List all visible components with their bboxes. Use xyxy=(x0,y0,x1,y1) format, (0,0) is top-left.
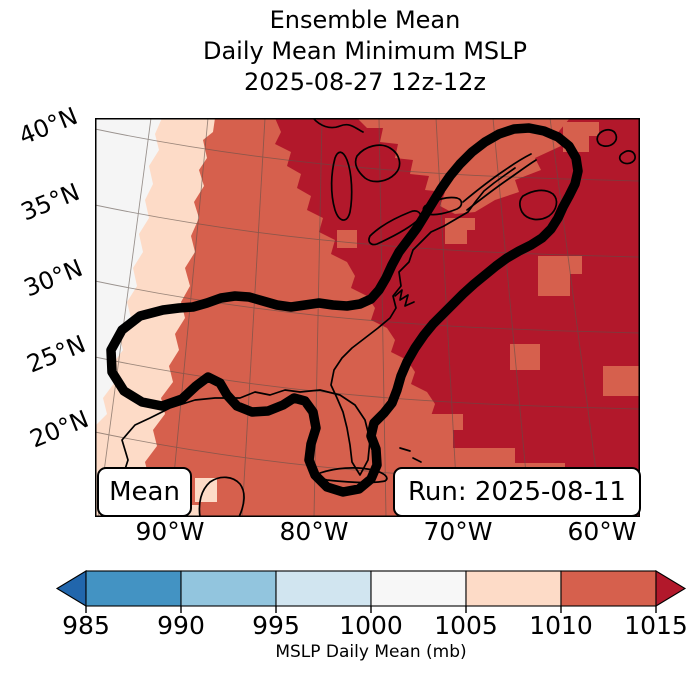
map-svg xyxy=(95,118,640,517)
field-patch xyxy=(337,230,357,248)
lat-tick-20n: 20°N xyxy=(25,404,93,454)
colorbar-arrow-right xyxy=(655,570,687,607)
run-date-box: Run: 2025-08-11 xyxy=(393,467,641,517)
colorbar-seg-1005-1010 xyxy=(465,570,562,607)
colorbar-axis-label: MSLP Daily Mean (mb) xyxy=(275,642,467,662)
gridline-lon-95w xyxy=(97,118,152,517)
coast-lake-michigan xyxy=(330,151,353,221)
figure-title: Ensemble Mean Daily Mean Minimum MSLP 20… xyxy=(40,5,688,98)
cbar-tick-995: 995 xyxy=(252,611,300,640)
lat-tick-35n: 35°N xyxy=(16,177,84,227)
gridline-lon-85w xyxy=(241,118,266,517)
colorbar-svg xyxy=(55,570,687,613)
gridline-lat-40n xyxy=(95,128,640,182)
gridline-lon-80w xyxy=(313,118,323,517)
cbar-tick-1010: 1010 xyxy=(529,611,593,640)
lat-tick-30n: 30°N xyxy=(19,253,87,303)
colorbar-arrow-left xyxy=(55,570,87,607)
run-date-label: Run: 2025-08-11 xyxy=(408,477,626,507)
coast-chesapeake-detail xyxy=(394,289,415,307)
coast-lake-superior xyxy=(312,118,364,133)
gridline-lon-75w xyxy=(378,118,387,517)
colorbar-seg-1000-1005 xyxy=(370,570,467,607)
coast-yucatan xyxy=(198,476,245,517)
statistic-label: Mean xyxy=(109,477,180,507)
map-border xyxy=(95,118,640,517)
coast-gulf-eastcoast xyxy=(114,167,516,517)
ensemble-contour xyxy=(106,123,583,497)
colorbar-seg-990-995 xyxy=(180,570,277,607)
title-line-1: Ensemble Mean xyxy=(269,6,461,34)
graticule xyxy=(95,118,640,517)
cbar-tick-990: 990 xyxy=(157,611,205,640)
coast-st-lawrence xyxy=(462,153,532,203)
title-line-2: Daily Mean Minimum MSLP xyxy=(202,37,527,65)
coast-cape-breton xyxy=(618,150,636,165)
gridline-lon-65w xyxy=(492,118,531,517)
coast-st-lawrence-north xyxy=(466,159,537,211)
gridline-lat-35n xyxy=(95,204,640,258)
gridline-lon-60w xyxy=(549,118,603,517)
colorbar-seg-1010-1015 xyxy=(560,570,657,607)
coast-newfoundland xyxy=(596,129,618,147)
field-patch xyxy=(445,218,475,244)
colorbar-ticks xyxy=(85,606,657,613)
cbar-tick-1015: 1015 xyxy=(624,611,688,640)
field-patch xyxy=(603,366,640,396)
cbar-tick-1005: 1005 xyxy=(434,611,498,640)
cbar-tick-1000: 1000 xyxy=(339,611,403,640)
lon-tick-90w: 90°W xyxy=(135,517,205,546)
coast-nova-scotia xyxy=(519,189,558,221)
lon-tick-70w: 70°W xyxy=(423,517,493,546)
field-patch xyxy=(538,256,582,296)
cbar-tick-985: 985 xyxy=(62,611,110,640)
colorbar-segments xyxy=(55,570,687,607)
field-dark-north-east xyxy=(275,118,640,517)
lat-tick-40n: 40°N xyxy=(14,101,82,151)
coast-lake-huron xyxy=(354,144,401,183)
gridline-lon-90w xyxy=(169,118,209,517)
field-patch xyxy=(195,478,217,502)
gridline-lat-30n xyxy=(95,280,640,334)
gridline-lat-25n xyxy=(95,356,640,410)
title-line-3: 2025-08-27 12z-12z xyxy=(243,68,487,96)
lon-tick-60w: 60°W xyxy=(567,517,637,546)
lon-tick-80w: 80°W xyxy=(279,517,349,546)
lat-tick-25n: 25°N xyxy=(22,329,90,379)
statistic-box: Mean xyxy=(97,467,192,517)
field-patch xyxy=(425,414,463,450)
coastlines xyxy=(114,118,636,517)
map-panel xyxy=(95,118,640,517)
field-patch xyxy=(510,344,540,370)
colorbar-seg-985-990 xyxy=(85,570,182,607)
colorbar-seg-995-1000 xyxy=(275,570,372,607)
